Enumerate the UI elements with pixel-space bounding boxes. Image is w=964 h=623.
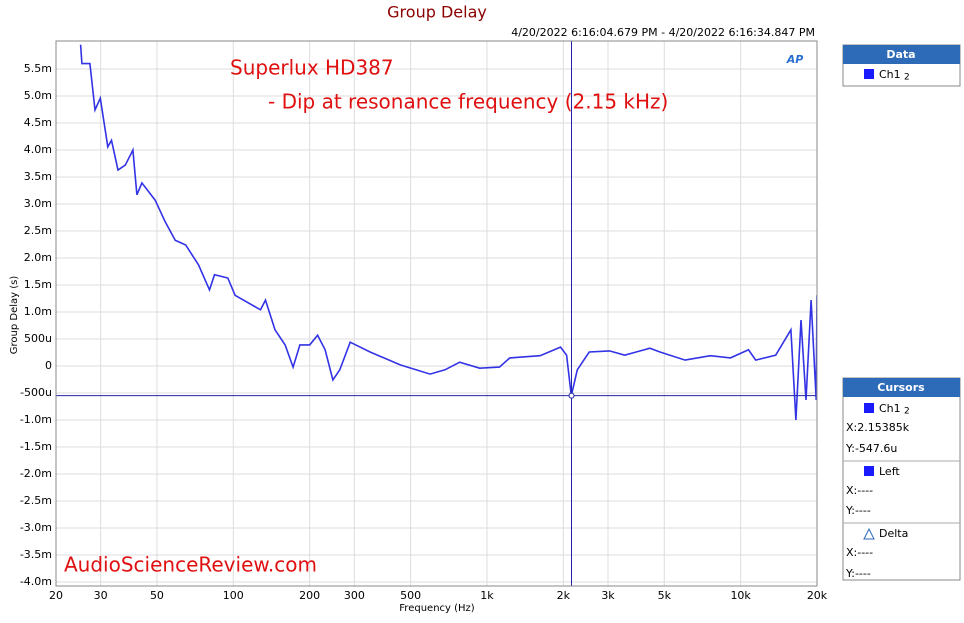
x-tick-label: 1k: [480, 589, 494, 602]
y-tick-label: 4.5m: [24, 116, 52, 129]
y-tick-label: -4.0m: [20, 575, 52, 588]
y-tick-label: 5.0m: [24, 89, 52, 102]
x-tick-label: 10k: [730, 589, 751, 602]
panel-title: Cursors: [877, 381, 925, 394]
y-tick-label: -2.5m: [20, 494, 52, 507]
x-tick-label: 5k: [658, 589, 672, 602]
y-tick-label: 4.0m: [24, 143, 52, 156]
x-tick-label: 500: [400, 589, 421, 602]
left-y: Y:----: [845, 504, 871, 517]
y-tick-label: -2.0m: [20, 467, 52, 480]
panel-header: [843, 378, 960, 397]
x-tick-label: 100: [223, 589, 244, 602]
annotation: - Dip at resonance frequency (2.15 kHz): [268, 90, 668, 114]
y-tick-label: -3.0m: [20, 521, 52, 534]
y-tick-label: 3.0m: [24, 197, 52, 210]
legend-entry: Ch1: [879, 68, 901, 81]
annotation: Superlux HD387: [230, 56, 394, 80]
left-x: X:----: [846, 484, 873, 497]
x-tick-label: 3k: [601, 589, 615, 602]
panel-title: Data: [886, 48, 915, 61]
watermark: AudioScienceReview.com: [64, 553, 317, 577]
y-axis-label: Group Delay (s): [9, 276, 20, 355]
cursors-panel: [842, 377, 961, 581]
delta-x: X:----: [846, 546, 873, 559]
panel-header: [843, 45, 960, 64]
y-tick-label: 2.0m: [24, 251, 52, 264]
cursor-sub: 2: [904, 407, 910, 417]
y-tick-label: 0: [45, 359, 52, 372]
y-tick-label: -1.5m: [20, 440, 52, 453]
cursor-x: X:2.15385k: [846, 421, 910, 434]
data-line: [79, 44, 817, 421]
cursor-y: Y:-547.6u: [845, 442, 897, 455]
legend-sub: 2: [904, 73, 910, 83]
chart-title: Group Delay: [387, 3, 487, 22]
y-tick-label: 3.5m: [24, 170, 52, 183]
subtitle: 4/20/2022 6:16:04.679 PM - 4/20/2022 6:1…: [511, 26, 815, 39]
x-tick-label: 30: [94, 589, 108, 602]
x-tick-label: 200: [299, 589, 320, 602]
x-axis-label: Frequency (Hz): [399, 603, 475, 614]
logo: AP: [786, 53, 804, 66]
plot: [55, 41, 818, 586]
y-tick-label: 5.5m: [24, 62, 52, 75]
legend-swatch[interactable]: [864, 69, 874, 79]
x-tick-label: 50: [150, 589, 164, 602]
delta-icon[interactable]: [863, 527, 875, 540]
left-swatch[interactable]: [864, 466, 874, 476]
x-tick-label: 20k: [807, 589, 828, 602]
cursor-item: Ch1: [879, 402, 901, 415]
plot-frame: [55, 40, 818, 587]
y-tick-label: 2.5m: [24, 224, 52, 237]
y-tick-label: -1.0m: [20, 413, 52, 426]
cursor-swatch[interactable]: [864, 403, 874, 413]
delta-label: Delta: [879, 527, 908, 540]
y-tick-label: 1.0m: [24, 305, 52, 318]
x-tick-label: 20: [49, 589, 63, 602]
x-tick-label: 300: [344, 589, 365, 602]
left-label: Left: [879, 465, 900, 478]
y-tick-label: -500u: [20, 386, 52, 399]
y-tick-label: -3.5m: [20, 548, 52, 561]
cursor-point: [568, 392, 575, 399]
x-tick-label: 2k: [557, 589, 571, 602]
y-tick-label: 500u: [24, 332, 52, 345]
y-tick-label: 1.5m: [24, 278, 52, 291]
delta-y: Y:----: [845, 567, 871, 580]
